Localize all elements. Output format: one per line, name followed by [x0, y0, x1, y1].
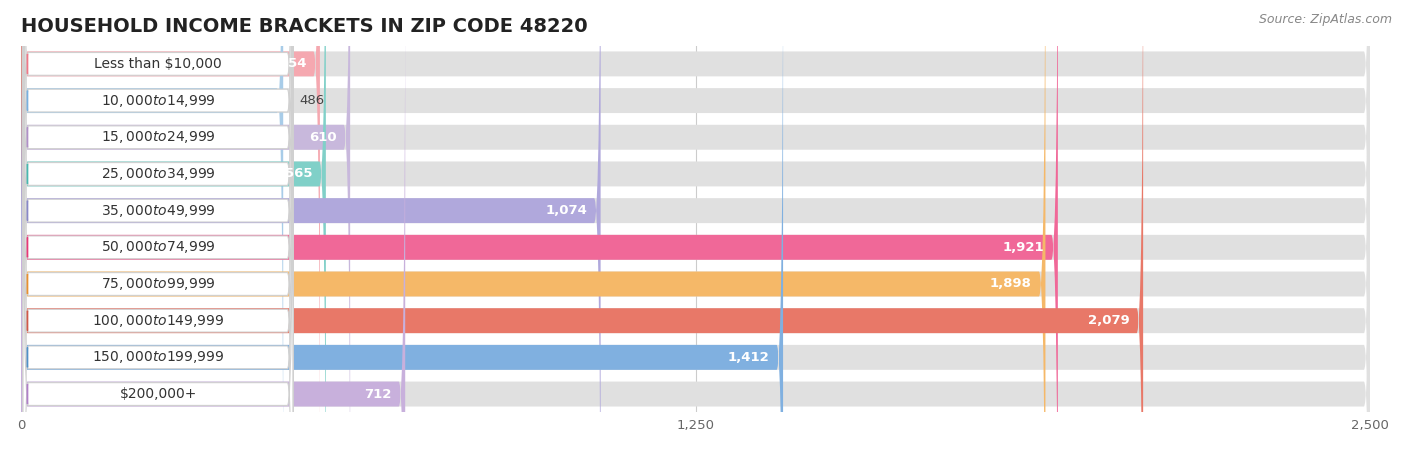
- FancyBboxPatch shape: [21, 0, 321, 449]
- Text: 1,074: 1,074: [546, 204, 588, 217]
- Text: $50,000 to $74,999: $50,000 to $74,999: [101, 239, 215, 255]
- FancyBboxPatch shape: [21, 0, 1371, 449]
- Text: 1,898: 1,898: [990, 277, 1032, 291]
- Text: 2,079: 2,079: [1088, 314, 1129, 327]
- FancyBboxPatch shape: [22, 0, 292, 449]
- FancyBboxPatch shape: [21, 0, 350, 449]
- Text: 610: 610: [309, 131, 336, 144]
- FancyBboxPatch shape: [21, 0, 1371, 449]
- Text: $150,000 to $199,999: $150,000 to $199,999: [91, 349, 225, 365]
- FancyBboxPatch shape: [21, 0, 1371, 449]
- Text: $75,000 to $99,999: $75,000 to $99,999: [101, 276, 215, 292]
- FancyBboxPatch shape: [21, 0, 1371, 449]
- Text: 565: 565: [285, 167, 312, 180]
- FancyBboxPatch shape: [21, 0, 1046, 449]
- FancyBboxPatch shape: [21, 0, 283, 449]
- FancyBboxPatch shape: [22, 0, 292, 449]
- Text: $35,000 to $49,999: $35,000 to $49,999: [101, 202, 215, 219]
- FancyBboxPatch shape: [21, 0, 1371, 449]
- FancyBboxPatch shape: [21, 0, 405, 449]
- FancyBboxPatch shape: [22, 0, 292, 449]
- FancyBboxPatch shape: [22, 39, 292, 449]
- FancyBboxPatch shape: [21, 0, 326, 449]
- Text: $15,000 to $24,999: $15,000 to $24,999: [101, 129, 215, 145]
- FancyBboxPatch shape: [21, 0, 1371, 449]
- Text: 486: 486: [299, 94, 325, 107]
- Text: 712: 712: [364, 387, 392, 401]
- Text: $200,000+: $200,000+: [120, 387, 197, 401]
- FancyBboxPatch shape: [21, 0, 1371, 449]
- Text: Less than $10,000: Less than $10,000: [94, 57, 222, 71]
- FancyBboxPatch shape: [21, 0, 1371, 449]
- Text: 554: 554: [278, 57, 307, 70]
- FancyBboxPatch shape: [22, 0, 292, 449]
- Text: Source: ZipAtlas.com: Source: ZipAtlas.com: [1258, 13, 1392, 26]
- FancyBboxPatch shape: [21, 0, 1143, 449]
- Text: 1,412: 1,412: [728, 351, 769, 364]
- FancyBboxPatch shape: [21, 0, 600, 449]
- FancyBboxPatch shape: [22, 0, 292, 419]
- Text: $25,000 to $34,999: $25,000 to $34,999: [101, 166, 215, 182]
- Text: $10,000 to $14,999: $10,000 to $14,999: [101, 92, 215, 109]
- Text: HOUSEHOLD INCOME BRACKETS IN ZIP CODE 48220: HOUSEHOLD INCOME BRACKETS IN ZIP CODE 48…: [21, 17, 588, 35]
- FancyBboxPatch shape: [22, 0, 292, 449]
- FancyBboxPatch shape: [22, 0, 292, 449]
- FancyBboxPatch shape: [21, 0, 783, 449]
- FancyBboxPatch shape: [21, 0, 1371, 449]
- FancyBboxPatch shape: [21, 0, 1057, 449]
- FancyBboxPatch shape: [21, 0, 1371, 449]
- Text: 1,921: 1,921: [1002, 241, 1045, 254]
- FancyBboxPatch shape: [22, 0, 292, 449]
- Text: $100,000 to $149,999: $100,000 to $149,999: [91, 313, 225, 329]
- FancyBboxPatch shape: [22, 2, 292, 449]
